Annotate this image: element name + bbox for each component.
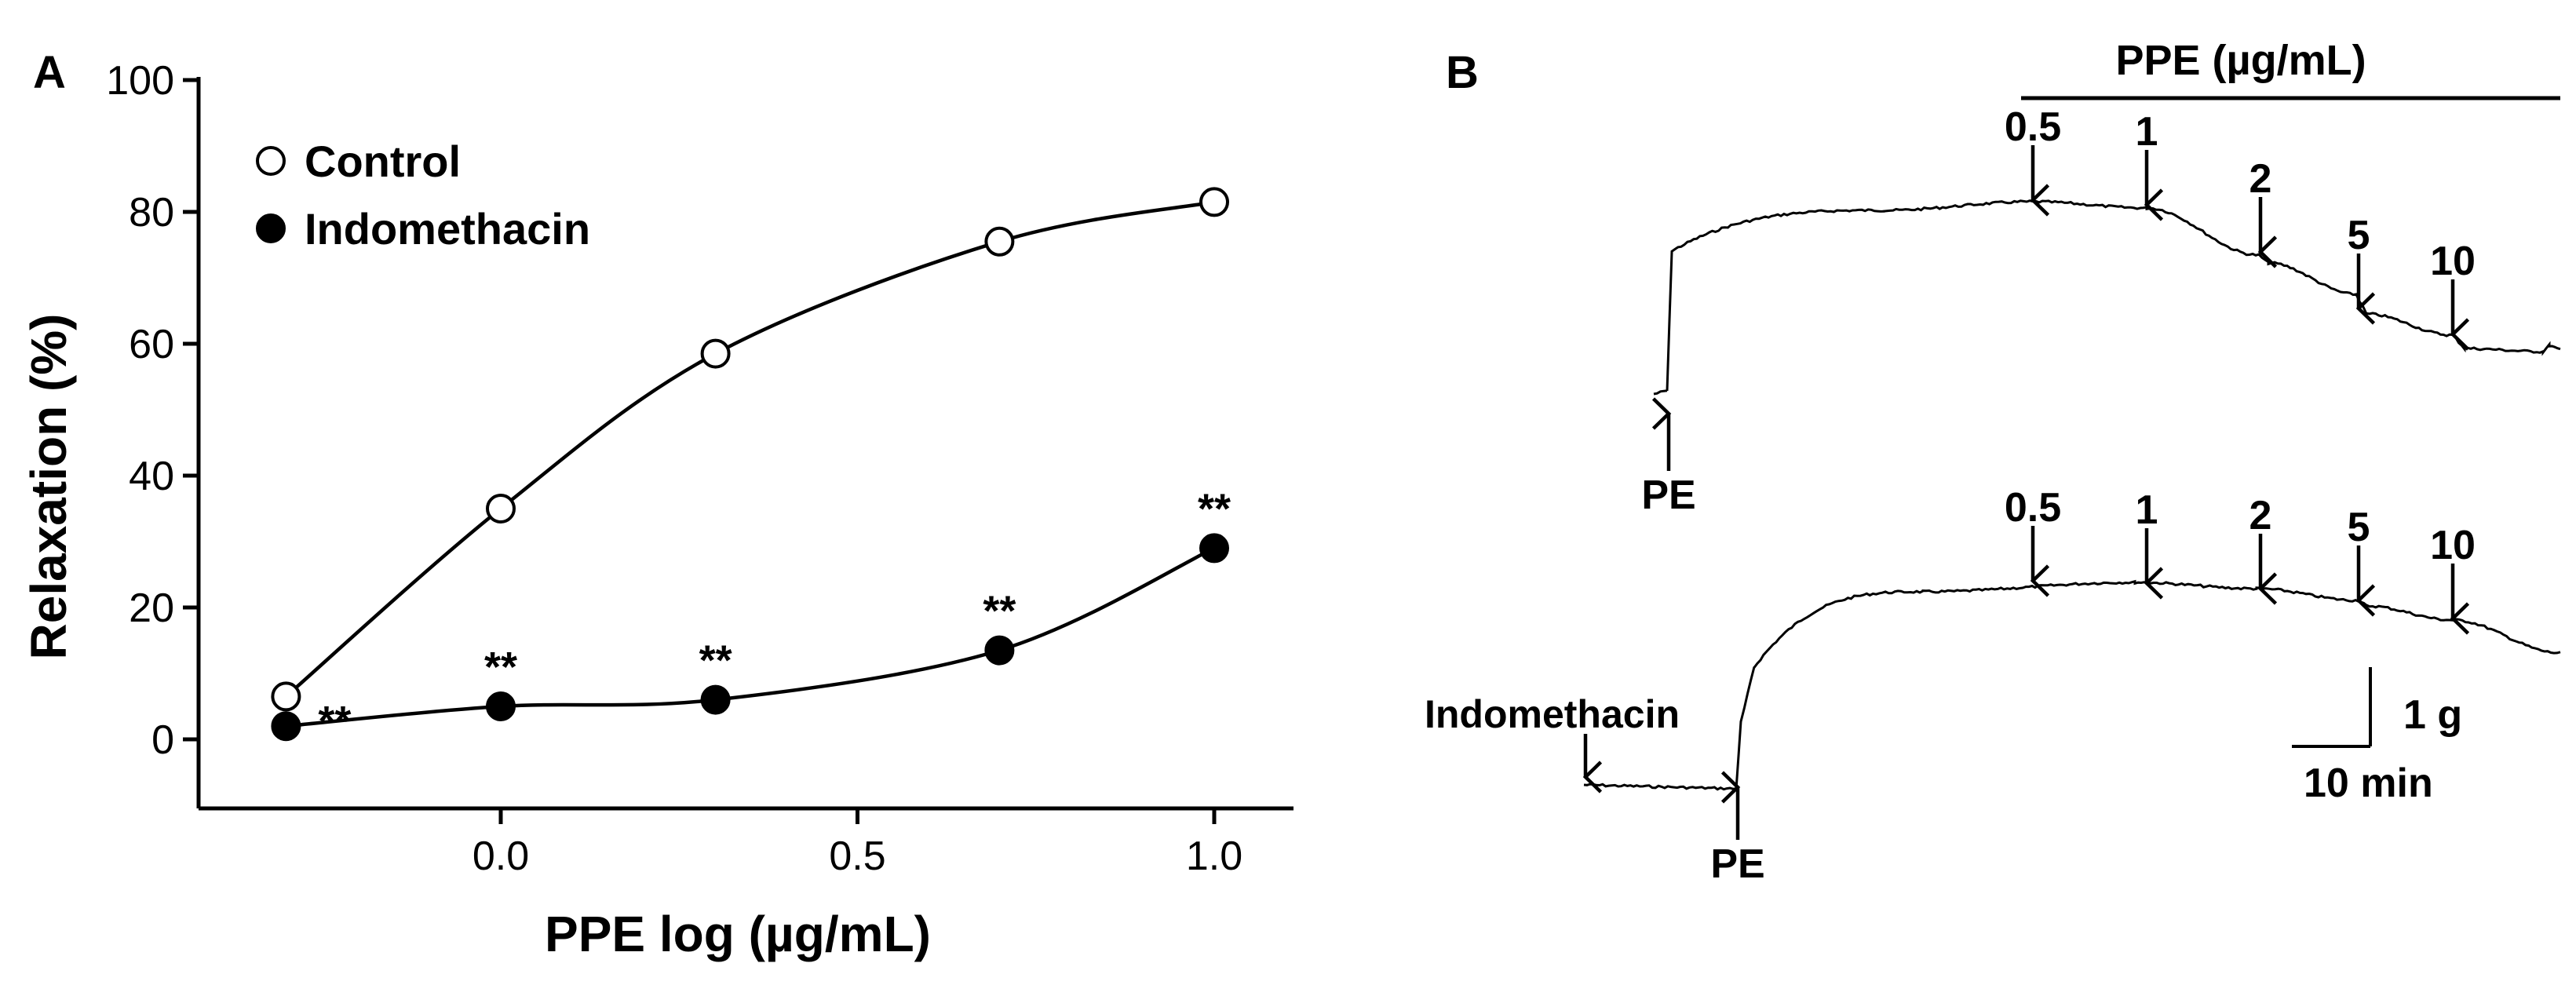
significance-mark: ** — [699, 637, 732, 684]
y-tick-label: 100 — [106, 58, 174, 104]
pe-label-indomethacin: PE — [1710, 841, 1764, 887]
dose-label-control: 0.5 — [2005, 104, 2061, 150]
significance-mark: ** — [983, 588, 1016, 635]
x-tick-label: 0.0 — [473, 834, 529, 879]
dose-label-indomethacin: 2 — [2249, 493, 2272, 538]
point-indomethacin — [486, 691, 516, 721]
dose-label-control: 1 — [2136, 109, 2158, 155]
scale-bar-force-label: 1 g — [2403, 692, 2462, 738]
panel-a: A 0 20 40 60 80 100 0.0 0.5 1.0 PPE log (µg/mL)… — [20, 47, 1293, 962]
y-tick-label: 60 — [129, 322, 174, 367]
ppe-bar-label: PPE (µg/mL) — [2115, 37, 2366, 84]
x-tick-label: 1.0 — [1186, 834, 1242, 879]
y-axis-label: Relaxation (%) — [20, 314, 77, 660]
control-trace — [1653, 199, 2561, 396]
point-control — [486, 494, 516, 524]
x-ticks: 0.0 0.5 1.0 — [473, 808, 1242, 879]
panel-b-label: B — [1446, 47, 1479, 98]
dose-arrows: 0.5 1 2 5 10 0.5 1 2 5 10 — [2005, 104, 2476, 635]
curve-indomethacin — [286, 546, 1215, 728]
dose-label-indomethacin: 0.5 — [2005, 485, 2061, 531]
x-axis-label: PPE log (µg/mL) — [545, 906, 931, 962]
panel-b: B PPE (µg/mL) 0.5 1 2 5 10 0.5 1 2 5 10 PE Indome… — [1425, 37, 2561, 887]
fitted-curves — [284, 200, 1215, 728]
y-tick-label: 0 — [151, 717, 174, 763]
legend: Control Indomethacin — [256, 137, 590, 254]
legend-label-indomethacin: Indomethacin — [305, 204, 590, 254]
point-control — [271, 681, 301, 712]
point-indomethacin — [700, 684, 731, 715]
point-indomethacin — [1199, 533, 1229, 564]
y-tick-label: 40 — [129, 454, 174, 499]
data-points — [271, 187, 1229, 742]
dose-label-indomethacin: 1 — [2136, 487, 2158, 533]
point-indomethacin — [271, 711, 301, 742]
y-tick-label: 20 — [129, 586, 174, 631]
point-indomethacin — [984, 635, 1015, 666]
indomethacin-trace — [1583, 579, 2561, 791]
significance-mark: ** — [318, 698, 351, 745]
dose-label-control: 5 — [2348, 213, 2370, 258]
legend-marker-control — [256, 146, 286, 176]
legend-label-control: Control — [305, 137, 461, 186]
y-ticks: 0 20 40 60 80 100 — [106, 58, 199, 763]
point-control — [700, 338, 731, 369]
x-tick-label: 0.5 — [829, 834, 885, 879]
dose-label-control: 10 — [2430, 239, 2476, 284]
point-control — [1199, 187, 1229, 217]
scale-bar-time-label: 10 min — [2304, 761, 2433, 806]
significance-mark: ** — [1198, 485, 1231, 532]
indomethacin-label: Indomethacin — [1425, 692, 1680, 736]
legend-marker-indomethacin — [256, 213, 286, 243]
dose-label-control: 2 — [2249, 156, 2272, 202]
dose-label-indomethacin: 10 — [2430, 523, 2476, 568]
y-tick-label: 80 — [129, 190, 174, 235]
pe-label-control: PE — [1641, 472, 1695, 518]
dose-label-indomethacin: 5 — [2348, 505, 2370, 550]
panel-a-label: A — [33, 47, 66, 98]
point-control — [984, 226, 1015, 257]
significance-mark: ** — [484, 644, 517, 691]
significance-marks: ** ** ** ** ** — [318, 485, 1231, 745]
